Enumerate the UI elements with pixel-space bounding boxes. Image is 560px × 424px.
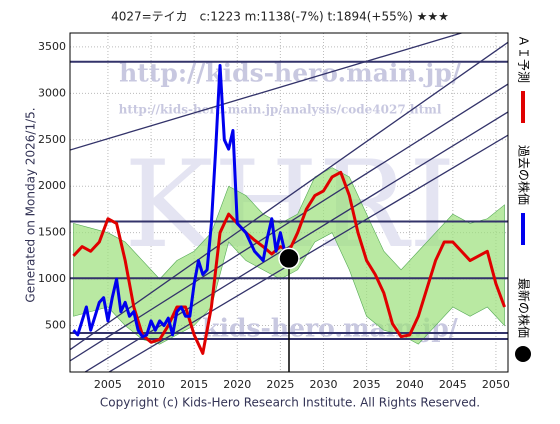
watermark: http://kids-hero.main.jp/analysis/code40… xyxy=(119,103,442,117)
legend-swatch xyxy=(515,346,531,363)
y-tick-label: 1500 xyxy=(38,226,66,239)
watermark: http://kids-hero.main.jp/ xyxy=(119,59,462,88)
y-tick-label: 3000 xyxy=(38,86,66,99)
x-tick-label: 2015 xyxy=(180,378,208,391)
footer: Copyright (c) Kids-Hero Research Institu… xyxy=(100,396,480,410)
x-tick-label: 2050 xyxy=(482,378,510,391)
x-tick-label: 2040 xyxy=(396,378,424,391)
x-tick-label: 2020 xyxy=(223,378,251,391)
latest-point xyxy=(278,247,300,270)
legend-label: 最新の株価 xyxy=(517,278,532,338)
trend-line xyxy=(70,33,464,151)
x-tick-label: 2025 xyxy=(266,378,294,391)
legend-label: ＡＩ予測 xyxy=(517,35,531,83)
x-tick-label: 2035 xyxy=(353,378,381,391)
legend-label: 過去の株価 xyxy=(517,145,532,205)
x-tick-label: 2045 xyxy=(439,378,467,391)
x-tick-label: 2010 xyxy=(137,378,165,391)
plot-frame xyxy=(69,32,509,373)
x-tick-label: 2030 xyxy=(309,378,337,391)
x-tick-label: 2005 xyxy=(94,378,122,391)
y-tick-label: 1000 xyxy=(38,272,66,285)
y-tick-label: 2000 xyxy=(38,179,66,192)
y-tick-label: 2500 xyxy=(38,133,66,146)
chart-title: 4027=テイカ c:1223 m:1138(-7%) t:1894(+55%)… xyxy=(111,10,449,24)
plot: http://kids-hero.main.jp/http://kids-her… xyxy=(70,33,508,372)
y-tick-label: 3500 xyxy=(38,40,66,53)
y-tick-label: 500 xyxy=(45,319,66,332)
trend-line xyxy=(70,83,508,362)
trend-line xyxy=(70,41,508,351)
series-line xyxy=(72,64,287,339)
side-text: Generated on Monday 2026/1/5. xyxy=(24,107,38,302)
